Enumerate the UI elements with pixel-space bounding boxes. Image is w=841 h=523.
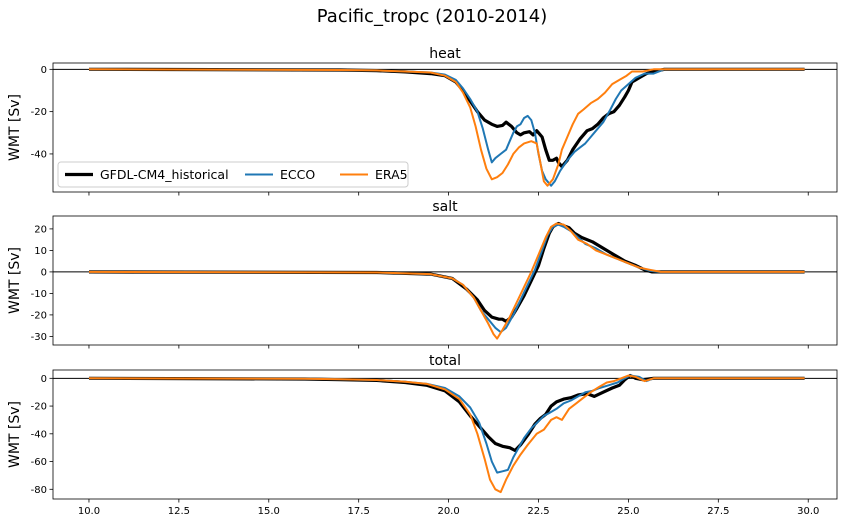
y-tick-label: -30 [31, 332, 47, 343]
legend-label: ERA5 [375, 167, 408, 182]
legend-label: ECCO [280, 167, 315, 182]
series-line-ECCO [88, 68, 805, 187]
panels: heat WMT [Sv] 0 -20 -40 GFDL-CM4_historical EC… [7, 46, 838, 517]
legend-label: GFDL-CM4_historical [100, 167, 229, 182]
x-tick-label: 27.5 [707, 506, 729, 517]
x-tick-label: 15.0 [258, 506, 280, 517]
y-tick-label: -20 [31, 107, 47, 118]
figure-title: Pacific_tropc (2010-2014) [317, 6, 547, 27]
y-tick-label: -80 [31, 485, 47, 496]
x-tick-label: 20.0 [437, 506, 459, 517]
y-tick-label: 10 [34, 246, 47, 257]
x-tick-label: 30.0 [797, 506, 819, 517]
y-axis-label: WMT [Sv] [7, 247, 23, 314]
y-tick-label: -10 [31, 289, 47, 300]
panel-title: total [429, 353, 461, 369]
x-tick-label: 22.5 [527, 506, 549, 517]
x-tick-label: 12.5 [168, 506, 190, 517]
series-line-ERA5 [88, 222, 805, 340]
panel-salt: salt WMT [Sv] 20 10 0 -10 -20 -30 [7, 199, 838, 349]
panel-total: total WMT [Sv] 0 -20 -40 -60 -80 10.0 12.5 15.0 17… [7, 353, 838, 517]
y-tick-label: -40 [31, 429, 47, 440]
y-axis-label: WMT [Sv] [7, 401, 23, 468]
y-tick-label: 0 [41, 65, 47, 76]
x-tick-label: 25.0 [617, 506, 639, 517]
series-line-GFDL-CM4_historical [88, 221, 805, 323]
x-tick-label: 10.0 [78, 506, 100, 517]
y-tick-label: -20 [31, 402, 47, 413]
series-line-ECCO [88, 374, 805, 474]
plot-frame [52, 215, 838, 346]
legend: GFDL-CM4_historical ECCO ERA5 [57, 161, 409, 188]
plot-frame [52, 369, 838, 500]
panel-title: heat [429, 46, 461, 62]
y-axis-label: WMT [Sv] [7, 94, 23, 161]
y-tick-label: -40 [31, 149, 47, 160]
plot-area [53, 216, 837, 345]
y-tick-label: -60 [31, 457, 47, 468]
legend-box [57, 161, 409, 188]
panel-heat: heat WMT [Sv] 0 -20 -40 GFDL-CM4_historical EC… [7, 46, 838, 196]
y-tick-label: 20 [34, 224, 47, 235]
x-tick-label: 17.5 [348, 506, 370, 517]
y-tick-label: -20 [31, 310, 47, 321]
y-tick-label: 0 [41, 374, 47, 385]
y-tick-label: 0 [41, 267, 47, 278]
series-line-ERA5 [88, 374, 805, 494]
plot-frame [52, 62, 838, 193]
panel-title: salt [432, 199, 458, 215]
series-line-ERA5 [88, 68, 805, 187]
series-line-GFDL-CM4_historical [88, 67, 805, 169]
